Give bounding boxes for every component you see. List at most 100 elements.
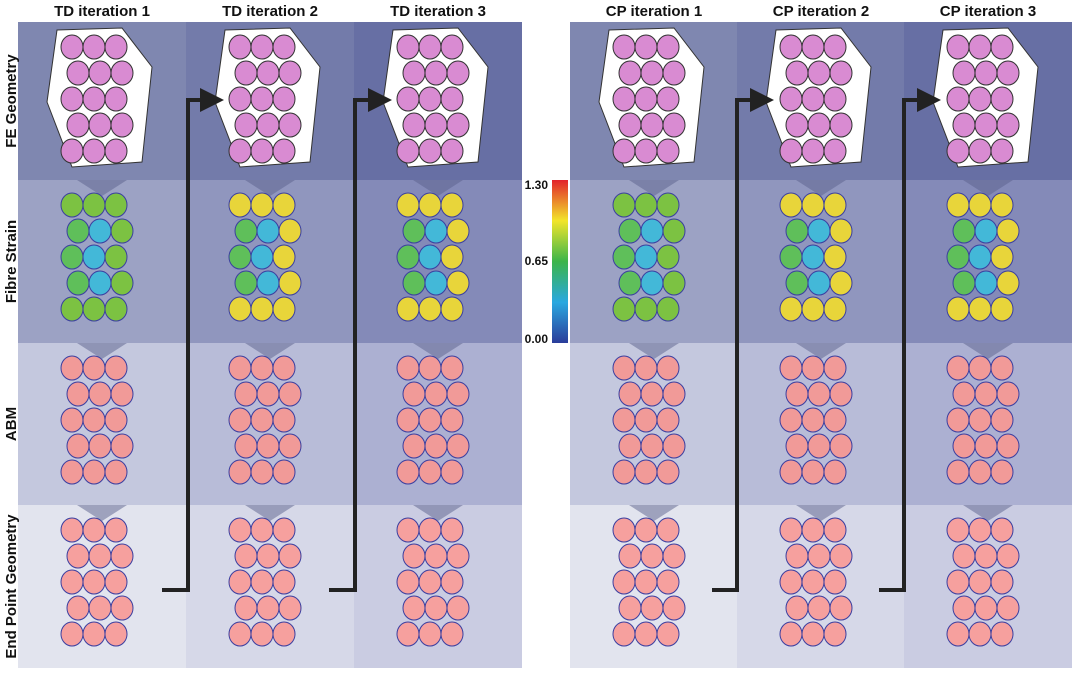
- fibre: [82, 192, 106, 218]
- fibre: [66, 433, 90, 459]
- fibre: [66, 60, 90, 86]
- fibre: [990, 569, 1014, 595]
- fibre: [88, 381, 112, 407]
- fibre: [801, 86, 825, 112]
- fibre: [968, 86, 992, 112]
- fibre: [396, 244, 420, 270]
- fibre: [662, 270, 686, 296]
- fibre: [634, 296, 658, 322]
- row-arrow: [413, 343, 463, 359]
- fibre: [272, 355, 296, 381]
- fibre: [996, 112, 1020, 138]
- fibre: [66, 112, 90, 138]
- fibre: [634, 192, 658, 218]
- fibre: [946, 355, 970, 381]
- fibre: [785, 381, 809, 407]
- fibre: [807, 433, 831, 459]
- fibre: [801, 355, 825, 381]
- fibre: [612, 517, 636, 543]
- fibre: [256, 270, 280, 296]
- fibre: [946, 34, 970, 60]
- fibre: [779, 621, 803, 647]
- fibre: [82, 407, 106, 433]
- fibre: [779, 34, 803, 60]
- fibre: [278, 595, 302, 621]
- fibre: [618, 60, 642, 86]
- fibre: [823, 355, 847, 381]
- fibre: [656, 621, 680, 647]
- fibre: [60, 569, 84, 595]
- fibre: [823, 407, 847, 433]
- row-arrow: [796, 505, 846, 521]
- fibre: [618, 381, 642, 407]
- fibre: [634, 459, 658, 485]
- fibre: [823, 244, 847, 270]
- fibre: [250, 34, 274, 60]
- fibre: [104, 296, 128, 322]
- fibre: [272, 34, 296, 60]
- colorbar: [552, 180, 568, 343]
- fibre: [829, 112, 853, 138]
- fibre: [278, 381, 302, 407]
- fibre: [402, 381, 426, 407]
- fibre: [968, 621, 992, 647]
- row-arrow: [413, 180, 463, 196]
- fibre: [974, 433, 998, 459]
- fibre: [110, 381, 134, 407]
- fibre: [250, 355, 274, 381]
- fibre: [785, 595, 809, 621]
- fibre: [250, 296, 274, 322]
- fibre: [228, 296, 252, 322]
- fibre: [823, 296, 847, 322]
- fibre: [640, 270, 664, 296]
- fibre: [396, 296, 420, 322]
- fibre: [779, 296, 803, 322]
- fibre: [618, 595, 642, 621]
- fibre: [234, 543, 258, 569]
- fibre: [278, 433, 302, 459]
- fibre: [974, 112, 998, 138]
- fibre: [60, 459, 84, 485]
- row-arrow: [963, 505, 1013, 521]
- fibre: [418, 355, 442, 381]
- fibre: [228, 138, 252, 164]
- row-arrow: [963, 180, 1013, 196]
- fibre: [829, 60, 853, 86]
- fibre: [807, 595, 831, 621]
- fibre: [234, 433, 258, 459]
- fibre: [779, 459, 803, 485]
- fibre: [104, 459, 128, 485]
- fibre: [396, 34, 420, 60]
- fibre: [612, 34, 636, 60]
- fibre: [807, 270, 831, 296]
- row-arrow: [413, 505, 463, 521]
- fibre: [60, 517, 84, 543]
- fibre: [996, 60, 1020, 86]
- fibre: [82, 138, 106, 164]
- fibre: [256, 433, 280, 459]
- fibre: [807, 60, 831, 86]
- fibre: [974, 60, 998, 86]
- fibre: [952, 381, 976, 407]
- fibre: [968, 459, 992, 485]
- fibre: [656, 407, 680, 433]
- fibre: [996, 381, 1020, 407]
- fibre: [662, 595, 686, 621]
- fibre: [110, 270, 134, 296]
- fibre: [256, 543, 280, 569]
- fibre: [640, 433, 664, 459]
- arrow: [879, 88, 941, 592]
- fibre: [256, 60, 280, 86]
- fibre: [634, 34, 658, 60]
- fibre: [66, 543, 90, 569]
- labels: TD iteration 1 TD iteration 2 TD iteration…: [3, 3, 1036, 659]
- fibre: [656, 459, 680, 485]
- fibre: [823, 138, 847, 164]
- fibre: [801, 244, 825, 270]
- fibre: [424, 60, 448, 86]
- fibre: [968, 407, 992, 433]
- fibre: [662, 381, 686, 407]
- fibre: [823, 517, 847, 543]
- fibre: [801, 192, 825, 218]
